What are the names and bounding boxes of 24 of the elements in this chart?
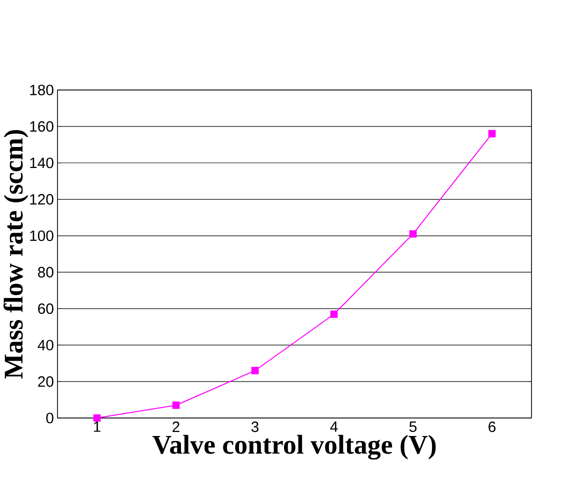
y-tick-label: 40 <box>38 340 54 350</box>
y-axis-title: Mass flow rate (sccm) <box>4 130 28 379</box>
y-tick-label: 60 <box>38 303 54 314</box>
point <box>330 310 338 318</box>
y-tick-label: 20 <box>38 376 54 387</box>
point <box>172 402 180 409</box>
y-tick-label: 0 <box>46 412 54 424</box>
x-tick-label: 6 <box>488 422 496 432</box>
x-tick-label: 2 <box>172 422 180 432</box>
y-tick-label: 120 <box>30 194 54 205</box>
y-tick-label: 100 <box>30 230 54 242</box>
x-tick-label: 4 <box>330 422 338 432</box>
x-axis-title: Valve control voltage (V) <box>152 434 436 460</box>
y-tick-label: 160 <box>30 121 54 132</box>
x-tick-label: 5 <box>409 422 417 432</box>
y-tick-label: 80 <box>38 266 54 278</box>
point <box>251 366 259 374</box>
y-tick-label: 180 <box>30 84 54 96</box>
x-tick-label: 1 <box>94 422 100 432</box>
point <box>409 230 417 238</box>
x-tick-label: 3 <box>251 422 258 432</box>
point <box>488 130 496 138</box>
y-tick-label: 140 <box>30 158 54 168</box>
point <box>93 414 101 422</box>
